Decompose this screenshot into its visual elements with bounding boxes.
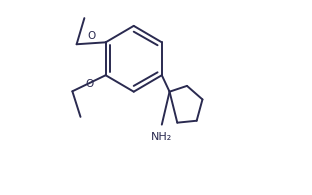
Text: NH₂: NH₂ — [151, 132, 173, 142]
Text: O: O — [88, 31, 96, 41]
Text: O: O — [85, 79, 93, 89]
